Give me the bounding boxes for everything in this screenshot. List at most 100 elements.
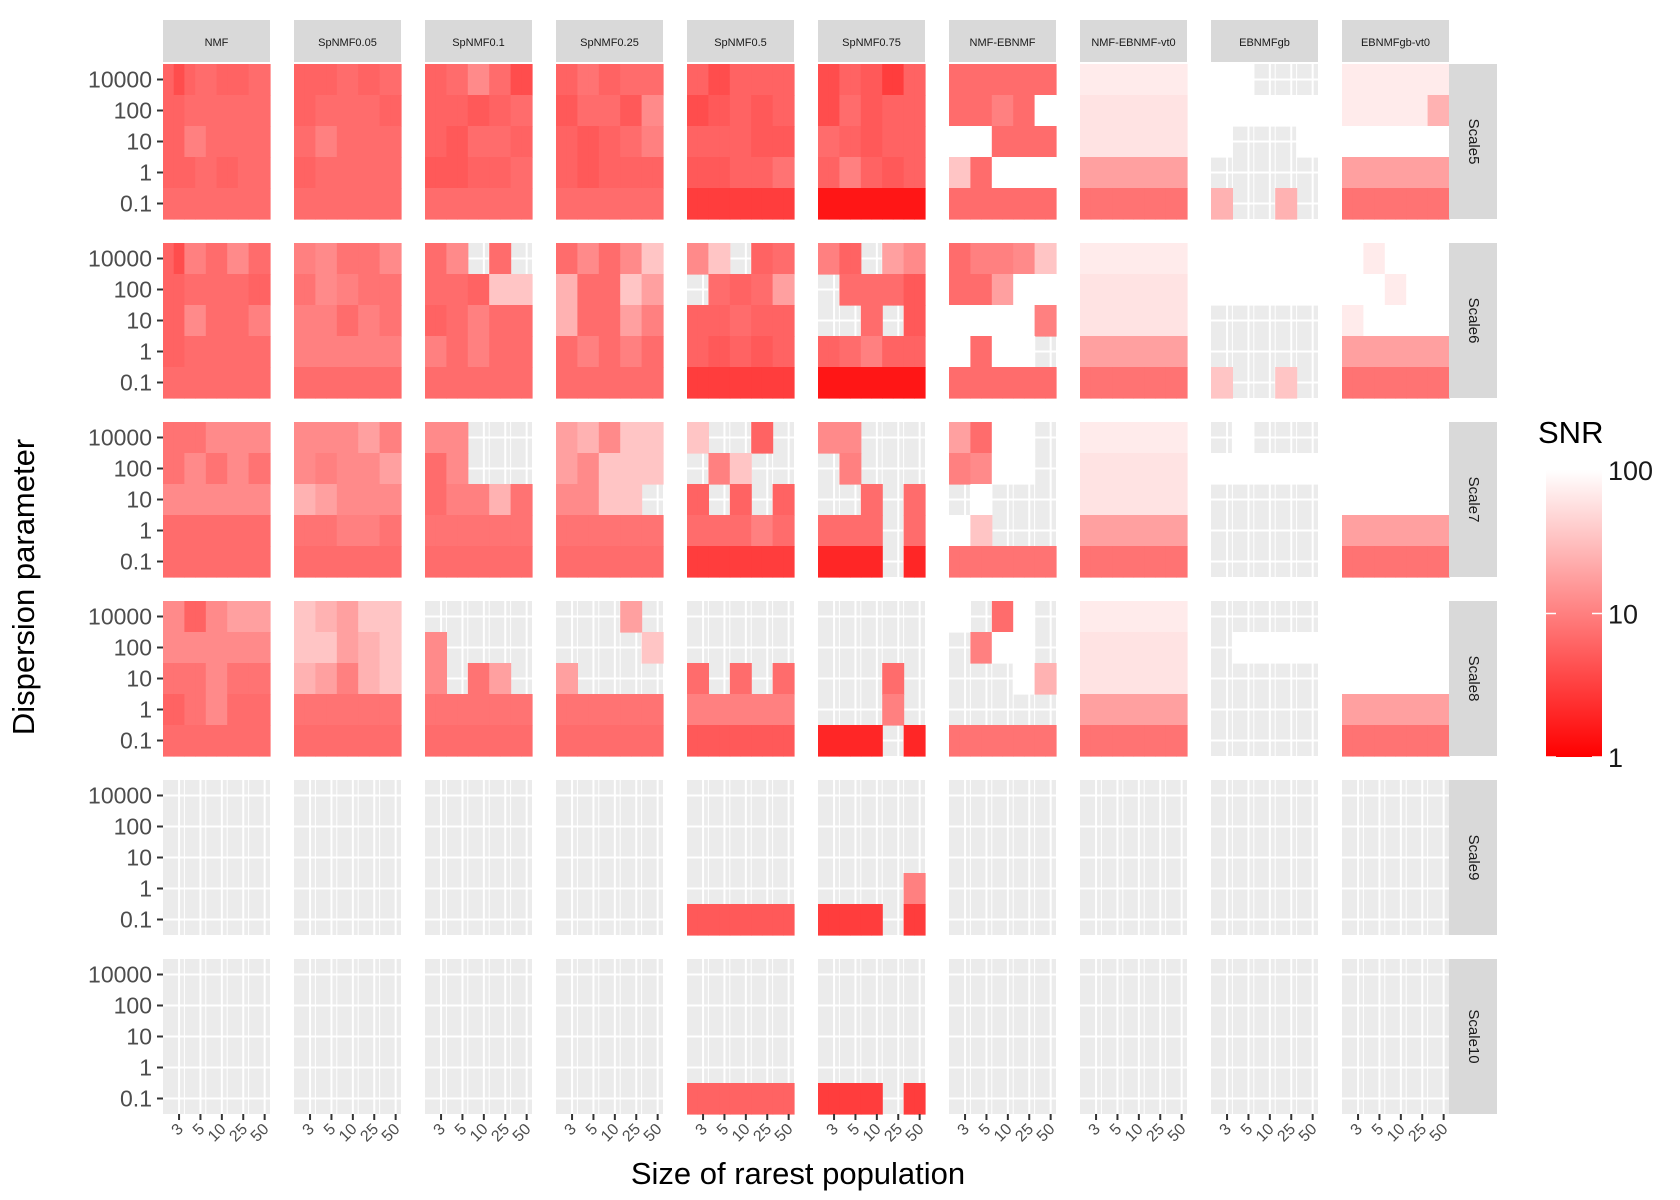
heatmap-cell <box>588 157 600 189</box>
heatmap-cell <box>173 367 185 399</box>
heatmap-cell <box>390 632 402 664</box>
heatmap-cell <box>981 243 993 275</box>
heatmap-cell <box>828 422 840 454</box>
heatmap-cell <box>315 188 327 220</box>
heatmap-cell <box>652 367 664 399</box>
heatmap-cell <box>892 367 905 399</box>
heatmap-cell <box>446 546 458 578</box>
heatmap-cell <box>1406 157 1418 189</box>
heatmap-cell <box>1232 453 1244 485</box>
heatmap-cell <box>882 157 894 189</box>
heatmap-cell <box>959 274 971 306</box>
heatmap-cell <box>1122 157 1135 189</box>
heatmap-cell <box>1363 694 1375 726</box>
heatmap-cell <box>708 274 720 306</box>
heatmap-cell <box>1023 64 1036 96</box>
heatmap-cell <box>839 157 851 189</box>
facet-strip-bg <box>1449 64 1497 219</box>
heatmap-cell <box>1122 453 1135 485</box>
panel-SpNMF0.1-Scale9 <box>425 780 532 935</box>
heatmap-cell <box>248 126 260 158</box>
heatmap-cell <box>478 546 490 578</box>
heatmap-cell <box>379 367 391 399</box>
y-tick-label: 100 <box>114 456 152 482</box>
heatmap-cell <box>294 367 306 399</box>
heatmap-cell <box>641 367 653 399</box>
heatmap-cell <box>1080 632 1092 664</box>
heatmap-cell <box>390 694 402 726</box>
heatmap-cell <box>1395 64 1407 96</box>
heatmap-cell <box>358 663 370 695</box>
heatmap-cell <box>860 305 873 337</box>
heatmap-cell <box>871 64 883 96</box>
heatmap-cell <box>1122 305 1135 337</box>
heatmap-cell <box>1080 663 1092 695</box>
heatmap-cell <box>435 188 447 220</box>
heatmap-cell <box>1023 632 1036 664</box>
heatmap-cell <box>620 126 632 158</box>
heatmap-cell <box>1122 422 1135 454</box>
heatmap-cell <box>457 157 469 189</box>
heatmap-cell <box>566 243 578 275</box>
heatmap-cell <box>435 632 447 664</box>
heatmap-cell <box>1406 64 1418 96</box>
heatmap-cell <box>368 95 381 127</box>
heatmap-cell <box>446 188 458 220</box>
heatmap-cell <box>1154 484 1167 516</box>
heatmap-cell <box>1133 274 1145 306</box>
x-tick-label: 50 <box>248 1121 273 1146</box>
panel-SpNMF0.5-Scale8 <box>687 601 795 757</box>
heatmap-cell <box>1384 126 1397 158</box>
heatmap-cell <box>630 188 643 220</box>
heatmap-cell <box>1013 336 1025 368</box>
heatmap-cell <box>1438 305 1450 337</box>
heatmap-cell <box>1122 243 1135 275</box>
heatmap-cell <box>163 64 175 96</box>
heatmap-cell <box>949 95 961 127</box>
heatmap-cell <box>620 422 632 454</box>
heatmap-cell <box>1406 632 1418 664</box>
heatmap-cell <box>1165 274 1177 306</box>
heatmap-cell <box>259 243 271 275</box>
heatmap-cell <box>173 515 185 547</box>
heatmap-cell <box>609 546 621 578</box>
heatmap-cell <box>446 95 458 127</box>
heatmap-cell <box>566 725 578 757</box>
heatmap-cell <box>478 188 490 220</box>
heatmap-cell <box>358 64 370 96</box>
panel-NMF-EBNMF-vt0-Scale7 <box>1080 422 1188 578</box>
heatmap-cell <box>173 546 185 578</box>
facet-strip-NMF-EBNMF: NMF-EBNMF <box>949 20 1056 62</box>
heatmap-cell <box>1165 601 1177 633</box>
heatmap-cell <box>1352 546 1364 578</box>
heatmap-cell <box>294 305 306 337</box>
heatmap-cell <box>970 453 982 485</box>
facet-strip-SpNMF0.25: SpNMF0.25 <box>556 20 663 62</box>
heatmap-cell <box>981 484 993 516</box>
panel-NMF-Scale6 <box>163 243 271 399</box>
heatmap-cell <box>237 243 250 275</box>
heatmap-cell <box>435 274 447 306</box>
heatmap-cell <box>1253 274 1266 306</box>
heatmap-cell <box>729 725 742 757</box>
heatmap-cell <box>598 484 611 516</box>
heatmap-cell <box>620 453 632 485</box>
heatmap-cell <box>772 367 784 399</box>
heatmap-cell <box>1427 64 1439 96</box>
heatmap-cell <box>227 64 239 96</box>
heatmap-cell <box>1374 64 1386 96</box>
heatmap-cell <box>1395 126 1407 158</box>
heatmap-cell <box>248 725 260 757</box>
heatmap-cell <box>1384 484 1397 516</box>
heatmap-cell <box>435 64 447 96</box>
heatmap-cell <box>248 243 260 275</box>
heatmap-cell <box>1133 694 1145 726</box>
heatmap-cell <box>259 367 271 399</box>
heatmap-cell <box>970 243 982 275</box>
heatmap-cell <box>1176 546 1188 578</box>
heatmap-cell <box>347 305 359 337</box>
heatmap-cell <box>379 601 391 633</box>
heatmap-cell <box>1232 422 1244 454</box>
heatmap-cell <box>609 274 621 306</box>
